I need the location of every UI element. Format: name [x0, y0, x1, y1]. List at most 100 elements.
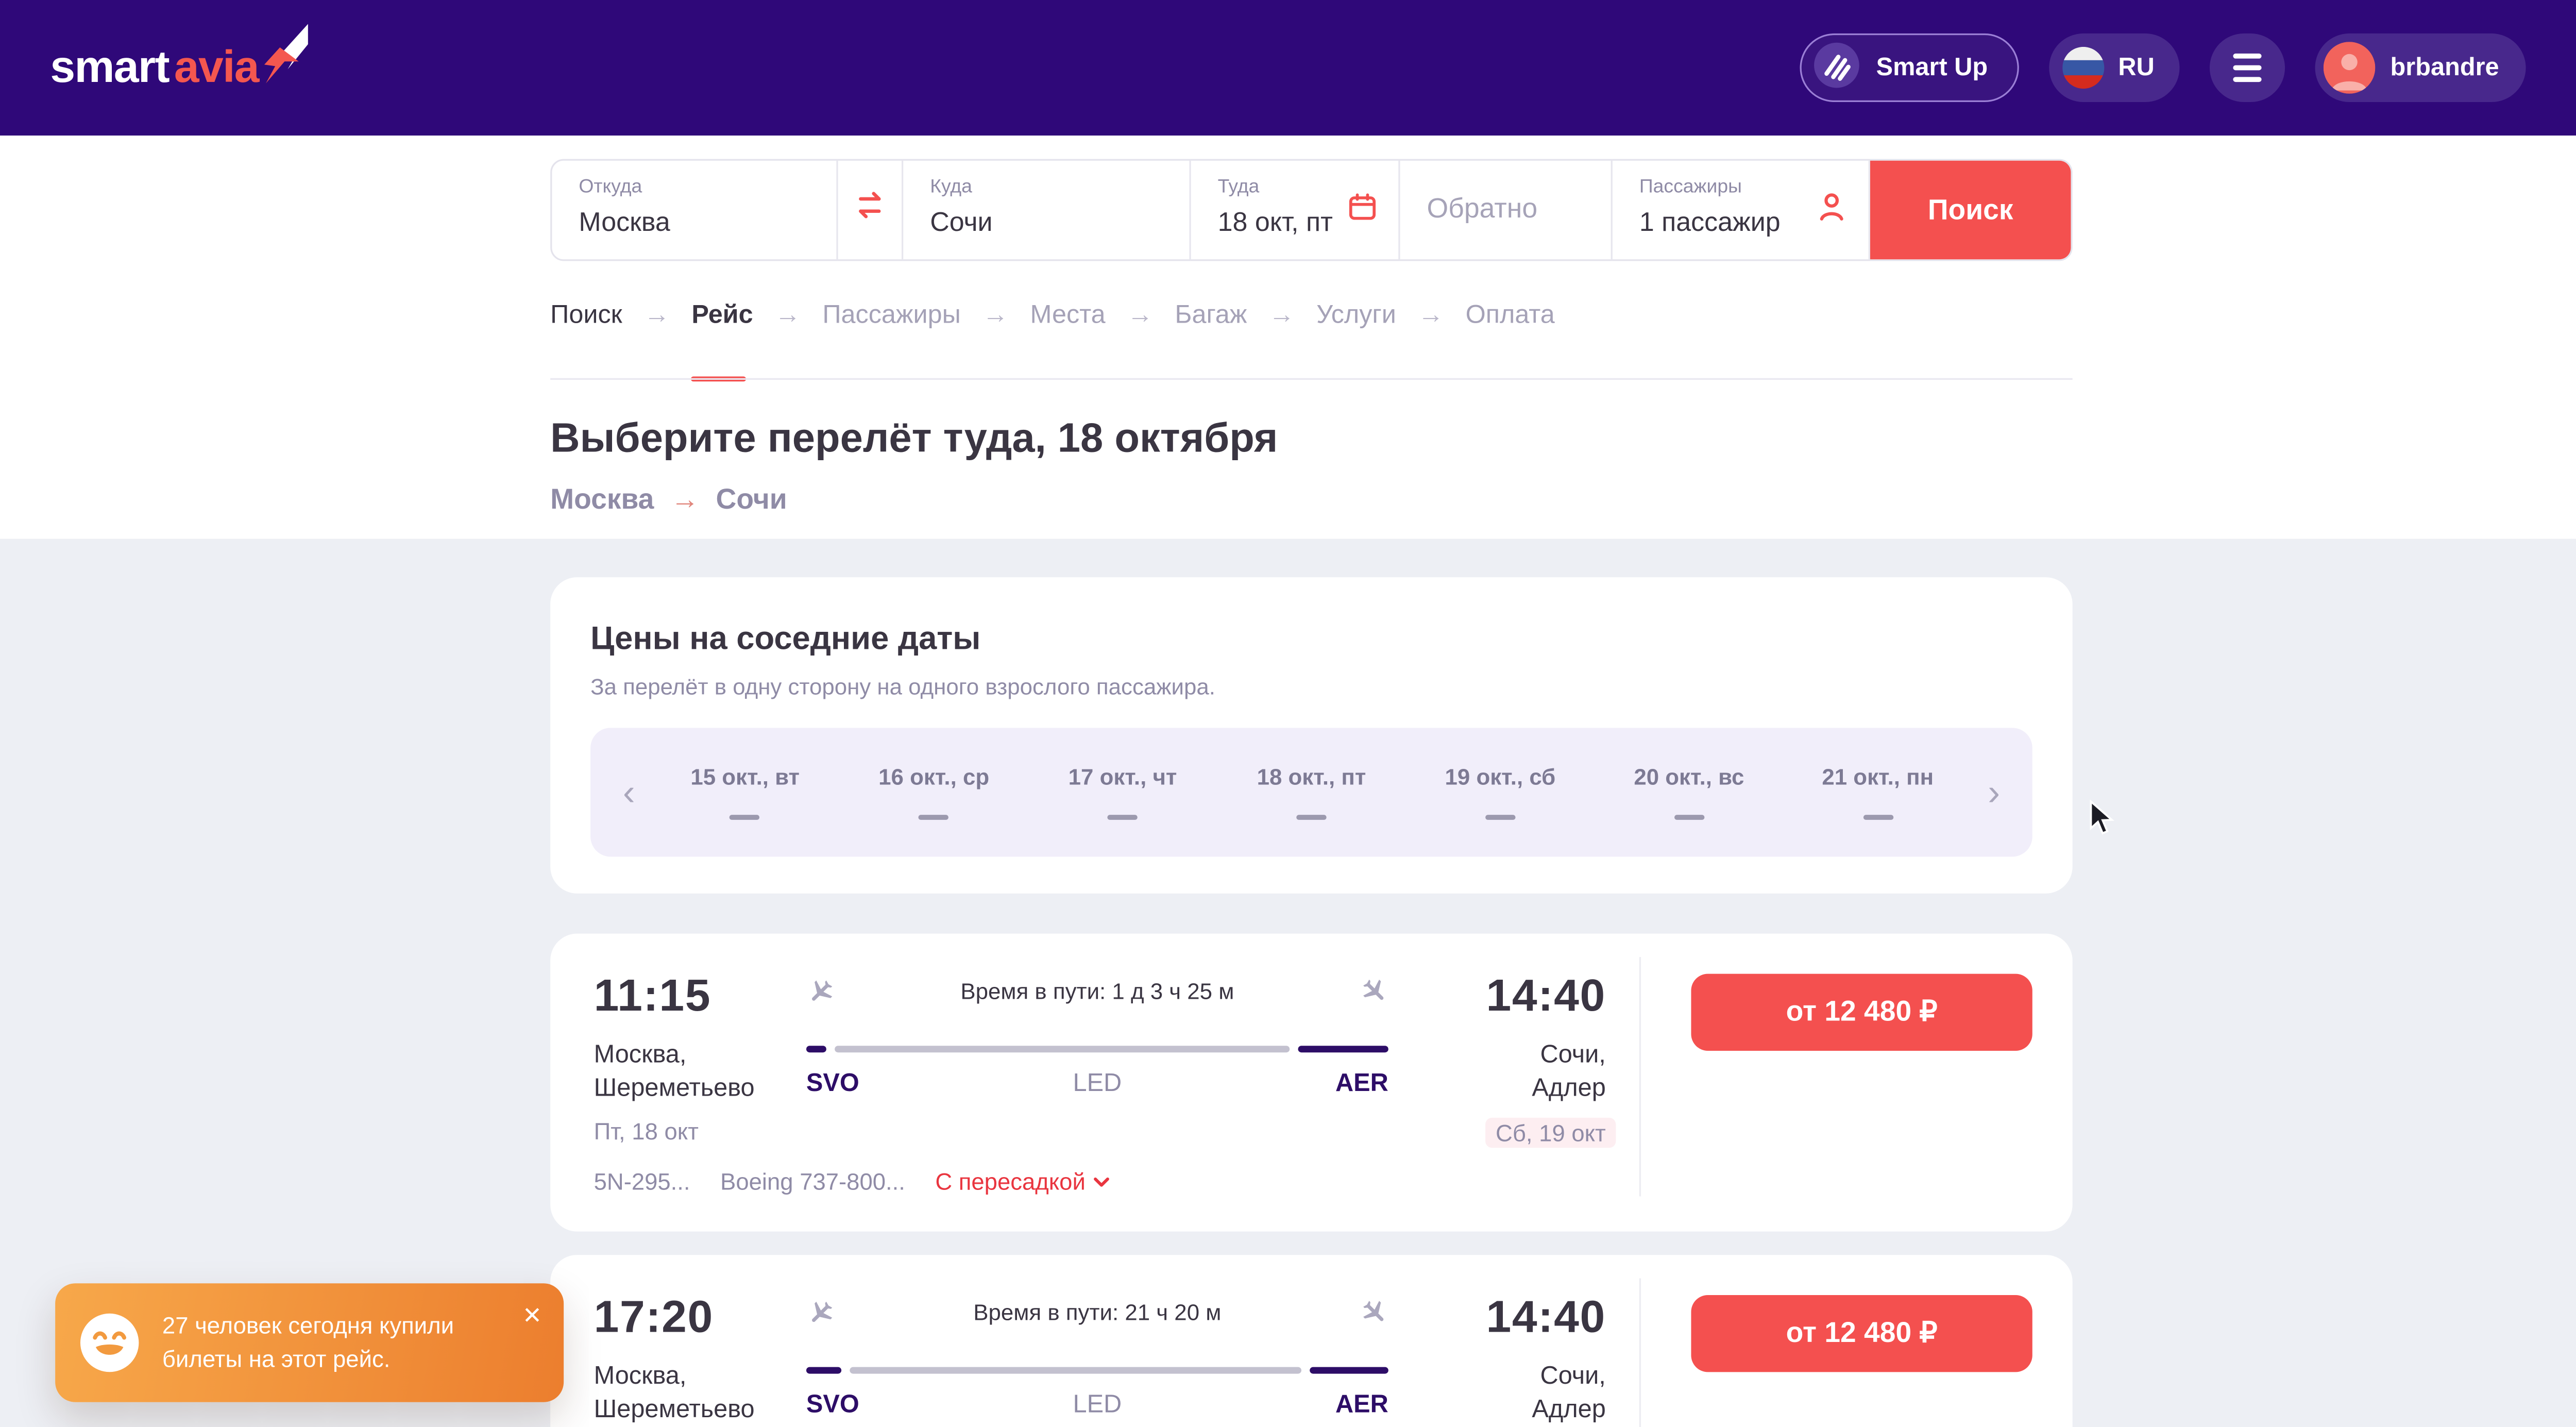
step-baggage[interactable]: Багаж [1175, 301, 1247, 330]
arrival-date: Сб, 19 окт [1380, 1117, 1616, 1148]
landing-plane-icon [1360, 1298, 1388, 1327]
departure-info: 11:15 Москва, Шереметьево Пт, 18 окт [594, 970, 755, 1145]
date-cell[interactable]: 16 окт., ср [839, 765, 1028, 820]
select-fare-button[interactable]: от 12 480 ₽ [1691, 1295, 2032, 1372]
destination-airport-code: AER [1335, 1390, 1388, 1419]
mouse-cursor [2089, 799, 2116, 845]
social-proof-toast: 27 человек сегодня купили билеты на этот… [55, 1283, 564, 1402]
toast-close-button[interactable]: ✕ [519, 1298, 545, 1333]
menu-icon [2233, 54, 2262, 58]
search-submit-button[interactable]: Поиск [1870, 160, 2071, 260]
arrival-time: 14:40 [1486, 1291, 1606, 1342]
step-payment[interactable]: Оплата [1465, 301, 1555, 330]
step-flight[interactable]: Рейс [691, 301, 753, 330]
date-cell[interactable]: 18 окт., пт [1217, 765, 1405, 820]
date-cell[interactable]: 15 окт., вт [651, 765, 839, 820]
transfer-toggle[interactable]: С пересадкой [935, 1168, 1110, 1195]
flight-search-bar: Откуда Москва Куда Сочи Туда [550, 159, 2073, 261]
date-cell[interactable]: 17 окт., чт [1028, 765, 1217, 820]
booking-steps: Поиск → Рейс → Пассажиры → Места → Багаж… [550, 301, 2073, 382]
header-actions: Smart Up RU brbandre [1799, 33, 2526, 103]
date-cell[interactable]: 19 окт., сб [1406, 765, 1595, 820]
flight-duration: Время в пути: 21 ч 20 м [973, 1300, 1222, 1325]
return-date-field[interactable]: Обратно [1400, 160, 1613, 260]
top-navigation-bar: smart avia Smart Up [0, 0, 2576, 136]
step-passengers[interactable]: Пассажиры [822, 301, 961, 330]
step-services[interactable]: Услуги [1316, 301, 1396, 330]
destination-field[interactable]: Куда Сочи [903, 160, 1191, 260]
departure-time: 17:20 [594, 1291, 714, 1342]
page-title: Выберите перелёт туда, 18 октября [550, 416, 1278, 462]
route-progress-line [806, 1367, 1388, 1374]
step-arrow-icon: → [774, 301, 801, 330]
toast-message: 27 человек сегодня купили билеты на этот… [162, 1312, 454, 1371]
logo-bolt-icon [263, 24, 311, 95]
flight-number[interactable]: 5N-295... [594, 1168, 690, 1195]
passenger-icon [1813, 188, 1850, 233]
route-from: Москва [550, 483, 654, 515]
calendar-icon [1345, 188, 1380, 231]
arrival-info: 14:40 Сочи, Адлер Сб, 19 окт [1380, 1291, 1606, 1427]
step-arrow-icon: → [982, 301, 1009, 330]
date-cell[interactable]: 21 окт., пн [1784, 765, 1972, 820]
no-price-dash [1296, 815, 1327, 820]
swap-directions-button[interactable] [838, 160, 904, 260]
arrival-info: 14:40 Сочи, Адлер Сб, 19 окт [1380, 970, 1616, 1148]
destination-value: Сочи [930, 209, 993, 238]
passengers-field[interactable]: Пассажиры 1 пассажир [1613, 160, 1870, 260]
departure-info: 17:20 Москва, Шереметьево Пт, 18 окт [594, 1291, 755, 1427]
step-search[interactable]: Поиск [550, 301, 622, 330]
date-label: 18 окт., пт [1257, 764, 1366, 790]
origin-field[interactable]: Откуда Москва [552, 160, 838, 260]
carousel-prev-button[interactable]: ‹ [607, 772, 651, 812]
nearby-dates-title: Цены на соседние даты [590, 620, 981, 658]
date-label: 16 окт., ср [878, 764, 990, 790]
smart-up-button[interactable]: Smart Up [1799, 33, 2020, 103]
smart-up-icon [1812, 42, 1859, 94]
logo-text-avia: avia [174, 42, 260, 92]
step-arrow-icon: → [1418, 301, 1444, 330]
no-price-dash [1485, 815, 1516, 820]
nearby-dates-subtitle: За перелёт в одну сторону на одного взро… [590, 674, 1216, 700]
step-seats[interactable]: Места [1030, 301, 1106, 330]
flight-offer-card[interactable]: 11:15 Москва, Шереметьево Пт, 18 окт Вре… [550, 933, 2073, 1232]
departure-time: 11:15 [594, 970, 711, 1021]
logo-text-smart: smart [50, 42, 170, 92]
carousel-next-button[interactable]: › [1972, 772, 2015, 812]
depart-date-field[interactable]: Туда 18 окт, пт [1191, 160, 1400, 260]
via-airport-code: LED [1073, 1069, 1122, 1098]
russia-flag-icon [2063, 46, 2105, 89]
departure-date: Пт, 18 окт [594, 1117, 699, 1145]
no-price-dash [919, 815, 949, 820]
active-step-indicator [690, 375, 747, 382]
route-progress-line [806, 1046, 1388, 1053]
date-cell[interactable]: 20 окт., вс [1595, 765, 1783, 820]
language-switcher[interactable]: RU [2049, 33, 2180, 103]
route-visual: Время в пути: 21 ч 20 м SVO LED AER [806, 1298, 1388, 1419]
date-label: 19 окт., сб [1445, 764, 1556, 790]
takeoff-plane-icon [806, 1298, 835, 1327]
user-account-button[interactable]: brbandre [2315, 33, 2526, 103]
arrival-time: 14:40 [1486, 970, 1606, 1021]
origin-airport-code: SVO [806, 1390, 859, 1419]
smartavia-logo[interactable]: smart avia [50, 24, 311, 95]
depart-date-label: Туда [1217, 177, 1260, 198]
hamburger-menu-button[interactable] [2209, 33, 2285, 103]
flight-offer-card[interactable]: 17:20 Москва, Шереметьево Пт, 18 окт Вре… [550, 1255, 2073, 1427]
step-arrow-icon: → [643, 301, 670, 330]
origin-label: Откуда [579, 177, 642, 198]
departure-city: Москва, Шереметьево [594, 1040, 755, 1102]
username: brbandre [2390, 53, 2499, 82]
language-code: RU [2118, 53, 2155, 82]
depart-date-value: 18 окт, пт [1217, 209, 1333, 238]
departure-city: Москва, Шереметьево [594, 1362, 755, 1423]
takeoff-plane-icon [806, 977, 835, 1005]
step-arrow-icon: → [1127, 301, 1154, 330]
select-fare-button[interactable]: от 12 480 ₽ [1691, 973, 2032, 1051]
destination-airport-code: AER [1335, 1069, 1388, 1098]
no-price-dash [1862, 815, 1893, 820]
landing-plane-icon [1360, 977, 1388, 1005]
date-carousel: ‹ 15 окт., вт 16 окт., ср 17 окт., чт [590, 728, 2032, 857]
return-date-placeholder: Обратно [1427, 194, 1538, 225]
aircraft-type[interactable]: Boeing 737-800... [720, 1168, 905, 1195]
